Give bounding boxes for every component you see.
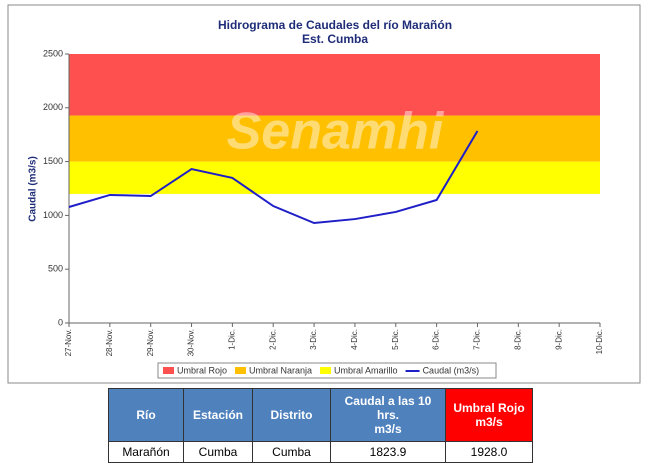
threshold-band [69, 54, 600, 116]
threshold-band [69, 161, 600, 194]
x-tick-label: 3-Dic. [309, 329, 318, 350]
threshold-band [69, 115, 600, 162]
cell: 1928.0 [445, 441, 533, 463]
header-text: m3/s [374, 422, 402, 436]
header-cell: Distrito [252, 388, 331, 442]
y-tick-label: 1000 [43, 210, 63, 220]
x-tick-label: 10-Dic. [595, 329, 604, 354]
header-cell: Río [108, 388, 184, 442]
series-line [68, 130, 479, 225]
header-row: Río Estación Distrito Caudal a las 10 hr… [108, 388, 533, 442]
legend-swatch [163, 367, 174, 374]
y-tick-label: 500 [48, 264, 63, 274]
y-tick-label: 1500 [43, 156, 63, 166]
x-tick-label: 29-Nov. [146, 329, 155, 356]
legend-label: Caudal (m3/s) [423, 365, 480, 375]
cell: Cumba [252, 441, 331, 463]
cell: Cumba [183, 441, 253, 463]
x-tick-label: 4-Dic. [350, 329, 359, 350]
y-axis-label: Caudal (m3/s) [28, 156, 39, 222]
y-tick-label: 0 [58, 317, 63, 327]
x-tick-label: 28-Nov. [105, 329, 114, 356]
x-tick-label: 30-Nov. [187, 329, 196, 356]
header-cell: Estación [183, 388, 253, 442]
legend-label: Umbral Rojo [177, 365, 227, 375]
header-cell: Caudal a las 10 hrs. m3/s [330, 388, 446, 442]
chart-subtitle: Est. Cumba [302, 32, 368, 46]
x-tick-label: 2-Dic. [268, 329, 277, 350]
legend-swatch [235, 367, 247, 374]
x-tick-label: 6-Dic. [432, 329, 441, 350]
x-tick-label: 7-Dic. [473, 329, 482, 350]
x-tick-label: 1-Dic. [227, 329, 236, 350]
y-tick-label: 2000 [43, 102, 63, 112]
x-tick-label: 27-Nov. [64, 329, 73, 356]
header-text: Caudal a las 10 hrs. [344, 394, 432, 422]
x-tick-label: 9-Dic. [554, 329, 563, 350]
data-row: Marañón Cumba Cumba 1823.9 1928.0 [108, 441, 533, 463]
header-text: m3/s [475, 415, 503, 429]
x-tick-label: 5-Dic. [391, 329, 400, 350]
cell: 1823.9 [330, 441, 446, 463]
header-text: Umbral Rojo [453, 401, 525, 415]
summary-table: Río Estación Distrito Caudal a las 10 hr… [108, 388, 533, 463]
chart-title: Hidrograma de Caudales del río Marañón [218, 18, 452, 32]
legend-label: Umbral Amarillo [334, 365, 398, 375]
x-tick-label: 8-Dic. [513, 329, 522, 350]
y-tick-label: 2500 [43, 48, 63, 58]
legend-label: Umbral Naranja [249, 365, 312, 375]
chart: Hidrograma de Caudales del río Marañón E… [7, 4, 641, 384]
header-cell: Umbral Rojo m3/s [445, 388, 533, 442]
cell: Marañón [108, 441, 184, 463]
watermark: Senamhi [227, 103, 445, 161]
legend-swatch [320, 367, 332, 374]
